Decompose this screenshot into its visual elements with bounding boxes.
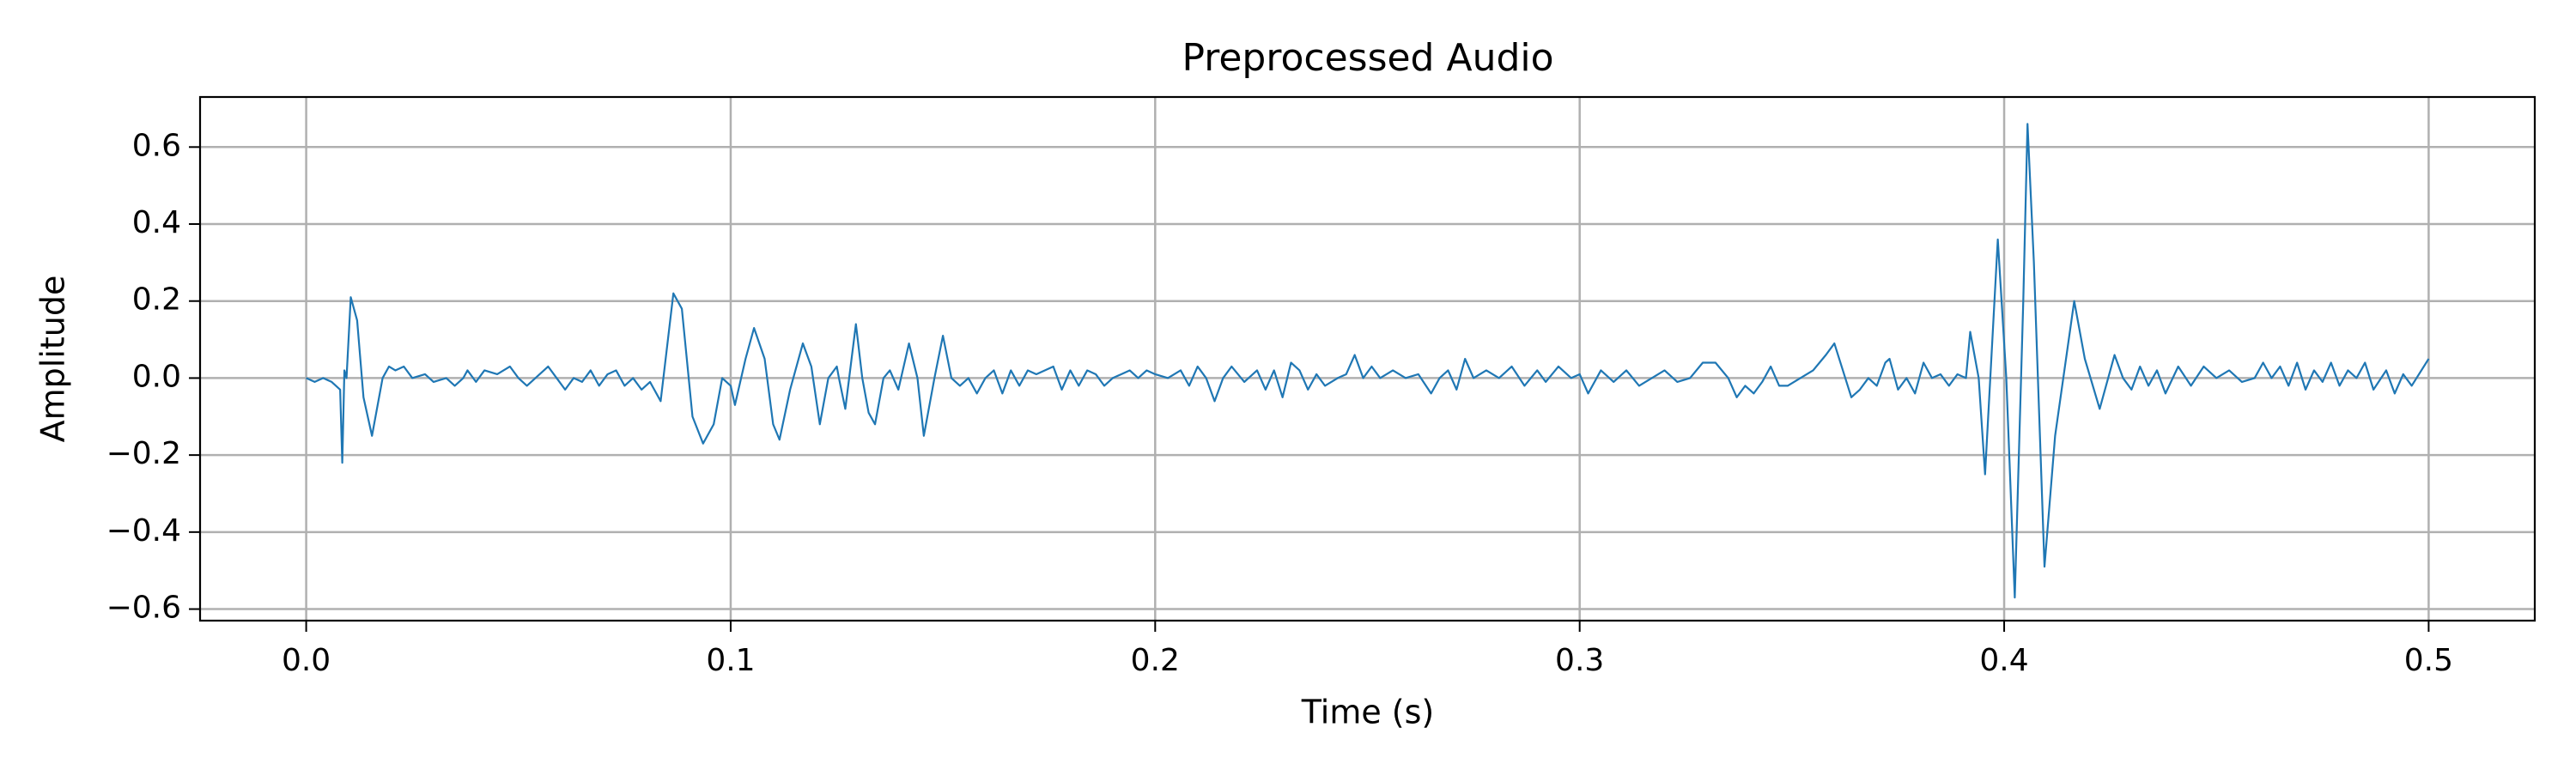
x-tick-label: 0.2 [1131, 643, 1180, 678]
waveform-line [306, 123, 2430, 599]
x-tick-label: 0.3 [1555, 643, 1604, 678]
x-tick-label: 0.5 [2404, 643, 2453, 678]
y-tick-label: 0.0 [132, 359, 181, 394]
plot-frame [198, 95, 2537, 622]
y-tick-label: 0.4 [132, 205, 181, 240]
y-tick-label: −0.6 [106, 591, 181, 626]
x-tick-label: 0.1 [706, 643, 755, 678]
x-tick-label: 0.4 [1979, 643, 2028, 678]
y-axis-label: Amplitude [34, 276, 72, 443]
x-axis-label: Time (s) [1301, 694, 1435, 731]
y-tick-label: 0.2 [132, 282, 181, 318]
chart-title: Preprocessed Audio [1182, 36, 1553, 80]
x-tick-label: 0.0 [282, 643, 331, 678]
y-tick-label: 0.6 [132, 128, 181, 163]
y-tick-label: −0.2 [106, 436, 181, 471]
y-tick-label: −0.4 [106, 513, 181, 549]
